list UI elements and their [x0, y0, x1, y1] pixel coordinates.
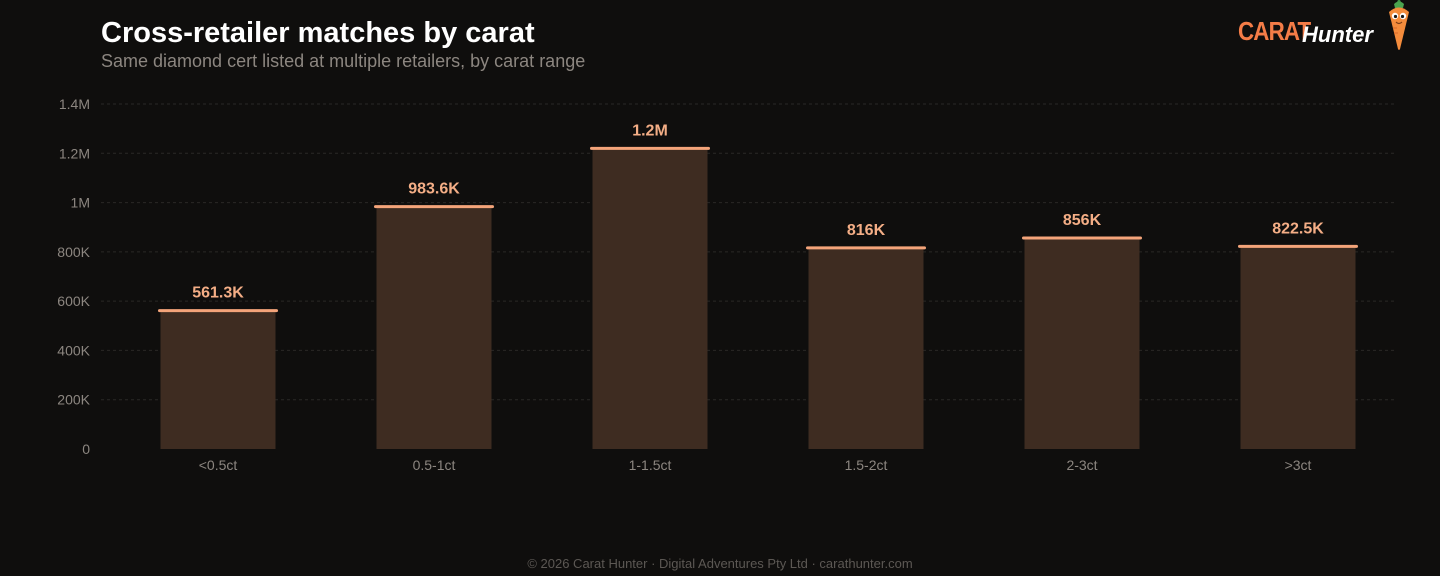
bar: [1024, 238, 1140, 449]
bar-value-label: 822.5K: [1272, 220, 1324, 237]
bar: [376, 206, 492, 449]
y-tick-label: 600K: [57, 293, 90, 309]
y-tick-label: 200K: [57, 392, 90, 408]
x-tick-label: >3ct: [1285, 457, 1312, 473]
bar-value-label: 983.6K: [408, 181, 460, 198]
x-tick-label: 2-3ct: [1066, 457, 1097, 473]
y-tick-label: 0: [82, 441, 90, 457]
logo-word-hunter: Hunter: [1302, 22, 1373, 47]
footer-copyright: © 2026 Carat Hunter · Digital Adventures…: [527, 556, 913, 571]
y-tick-label: 1.2M: [59, 145, 90, 161]
x-tick-label: 0.5-1ct: [413, 457, 456, 473]
x-tick-label: 1-1.5ct: [629, 457, 672, 473]
y-tick-label: 400K: [57, 342, 90, 358]
logo-word-carat: CARAT: [1238, 16, 1311, 46]
carat-hunter-logo: CARAT Hunter: [1238, 0, 1418, 52]
bar-value-label: 856K: [1063, 212, 1102, 229]
y-tick-label: 800K: [57, 244, 90, 260]
carrot-mascot-icon: [1389, 0, 1409, 50]
bar: [1240, 246, 1356, 449]
chart-title: Cross-retailer matches by carat: [101, 17, 535, 49]
bar: [160, 310, 276, 449]
bar: [592, 148, 708, 449]
bar-value-label: 1.2M: [632, 122, 668, 139]
chart-subtitle: Same diamond cert listed at multiple ret…: [101, 51, 586, 71]
x-tick-label: <0.5ct: [199, 457, 238, 473]
y-tick-label: 1.4M: [59, 96, 90, 112]
bar-value-label: 816K: [847, 222, 886, 239]
y-tick-label: 1M: [71, 195, 90, 211]
bar-value-label: 561.3K: [192, 285, 244, 302]
x-tick-label: 1.5-2ct: [845, 457, 888, 473]
bar: [808, 247, 924, 449]
bar-chart: 0 200K 400K 600K 800K 1M 1.2M 1.4M 561.3K <0.5ct 9…: [57, 96, 1397, 473]
